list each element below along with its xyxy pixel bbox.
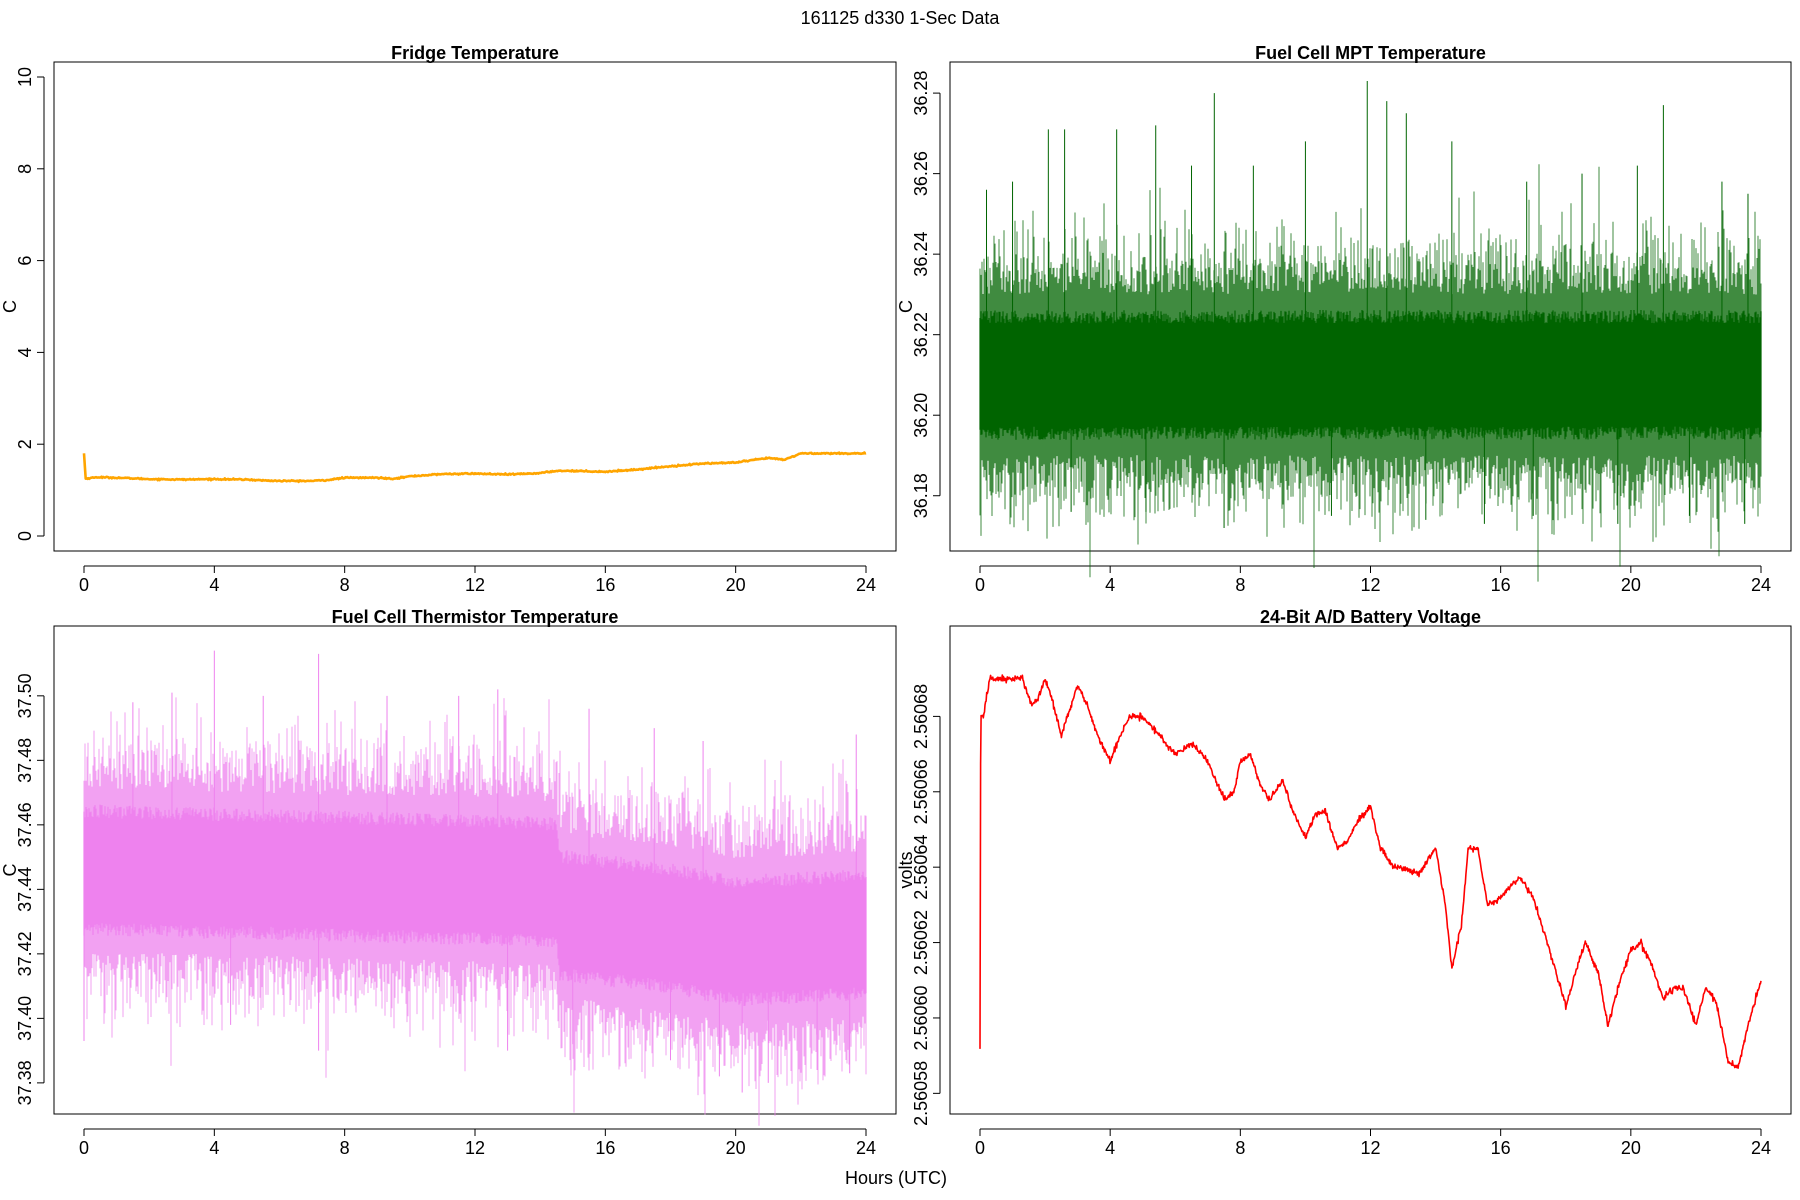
x-tick-label: 24 (1751, 1138, 1771, 1158)
x-tick-label: 0 (975, 575, 985, 595)
x-tick-label: 4 (209, 1138, 219, 1158)
y-tick-label: 6 (15, 256, 35, 266)
y-tick-label: 37.38 (15, 1060, 35, 1105)
x-tick-label: 16 (595, 1138, 615, 1158)
y-axis-label: C (896, 300, 916, 313)
panel-title: 24-Bit A/D Battery Voltage (1260, 607, 1481, 627)
y-tick-label: 37.50 (15, 673, 35, 718)
x-tick-label: 20 (726, 1138, 746, 1158)
x-tick-label: 12 (1360, 575, 1380, 595)
x-tick-label: 8 (340, 575, 350, 595)
battery-voltage-panel: 24-Bit A/D Battery Voltage volts 0 4 8 12 16 20… (896, 607, 1792, 1158)
y-tick-label: 10 (15, 67, 35, 87)
thermistor-temperature-panel: Fuel Cell Thermistor Temperature C 0 4 8 12 16… (0, 607, 897, 1158)
x-tick-label: 0 (79, 575, 89, 595)
y-tick-label: 2.56066 (911, 759, 931, 824)
plot-frame (949, 61, 1792, 552)
x-tick-label: 20 (1621, 575, 1641, 595)
y-tick-label: 0 (15, 531, 35, 541)
x-tick-label: 4 (1105, 1138, 1115, 1158)
x-tick-label: 0 (975, 1138, 985, 1158)
x-tick-label: 8 (340, 1138, 350, 1158)
y-tick-label: 2.56060 (911, 985, 931, 1050)
x-tick-label: 8 (1235, 1138, 1245, 1158)
y-tick-label: 37.44 (15, 867, 35, 912)
y-tick-label: 37.48 (15, 738, 35, 783)
x-tick-label: 24 (856, 1138, 876, 1158)
x-tick-label: 12 (465, 575, 485, 595)
y-tick-label: 8 (15, 164, 35, 174)
x-tick-label: 12 (465, 1138, 485, 1158)
y-tick-label: 37.42 (15, 931, 35, 976)
x-tick-label: 24 (856, 575, 876, 595)
panel-title: Fridge Temperature (391, 43, 559, 63)
x-tick-label: 4 (209, 575, 219, 595)
x-tick-label: 8 (1235, 575, 1245, 595)
x-tick-label: 16 (1491, 575, 1511, 595)
y-tick-label: 2.56058 (911, 1061, 931, 1126)
y-tick-label: 36.22 (911, 312, 931, 357)
figure-title: 161125 d330 1-Sec Data (801, 8, 1001, 28)
plot-frame (53, 61, 897, 552)
x-tick-label: 20 (1621, 1138, 1641, 1158)
y-tick-label: 2.56068 (911, 684, 931, 749)
mpt-temperature-panel: Fuel Cell MPT Temperature C 0 4 8 12 16 20 24 36.… (896, 43, 1792, 595)
series-core-band (979, 309, 1762, 440)
y-axis-label: volts (896, 851, 916, 888)
y-tick-label: 36.20 (911, 393, 931, 438)
x-tick-label: 16 (1491, 1138, 1511, 1158)
x-tick-label: 24 (1751, 575, 1771, 595)
y-axis-label: C (0, 864, 20, 877)
y-axis-label: C (0, 300, 20, 313)
x-tick-label: 20 (726, 575, 746, 595)
x-tick-label: 12 (1360, 1138, 1380, 1158)
series-line (979, 674, 1762, 1069)
y-tick-label: 2.56064 (911, 835, 931, 900)
y-tick-label: 2.56062 (911, 910, 931, 975)
y-tick-label: 36.28 (911, 71, 931, 116)
plot-frame (53, 625, 897, 1115)
panel-title: Fuel Cell MPT Temperature (1255, 43, 1486, 63)
x-tick-label: 16 (595, 575, 615, 595)
y-tick-label: 4 (15, 347, 35, 357)
figure-xlabel: Hours (UTC) (845, 1168, 947, 1188)
x-tick-label: 0 (79, 1138, 89, 1158)
series-line (82, 451, 867, 484)
y-tick-label: 36.24 (911, 232, 931, 277)
panel-title: Fuel Cell Thermistor Temperature (332, 607, 619, 627)
plot-frame (949, 625, 1792, 1115)
x-tick-label: 4 (1105, 575, 1115, 595)
y-tick-label: 37.40 (15, 996, 35, 1041)
y-tick-label: 37.46 (15, 802, 35, 847)
y-tick-label: 36.18 (911, 473, 931, 518)
y-tick-label: 36.26 (911, 151, 931, 196)
y-tick-label: 2 (15, 439, 35, 449)
